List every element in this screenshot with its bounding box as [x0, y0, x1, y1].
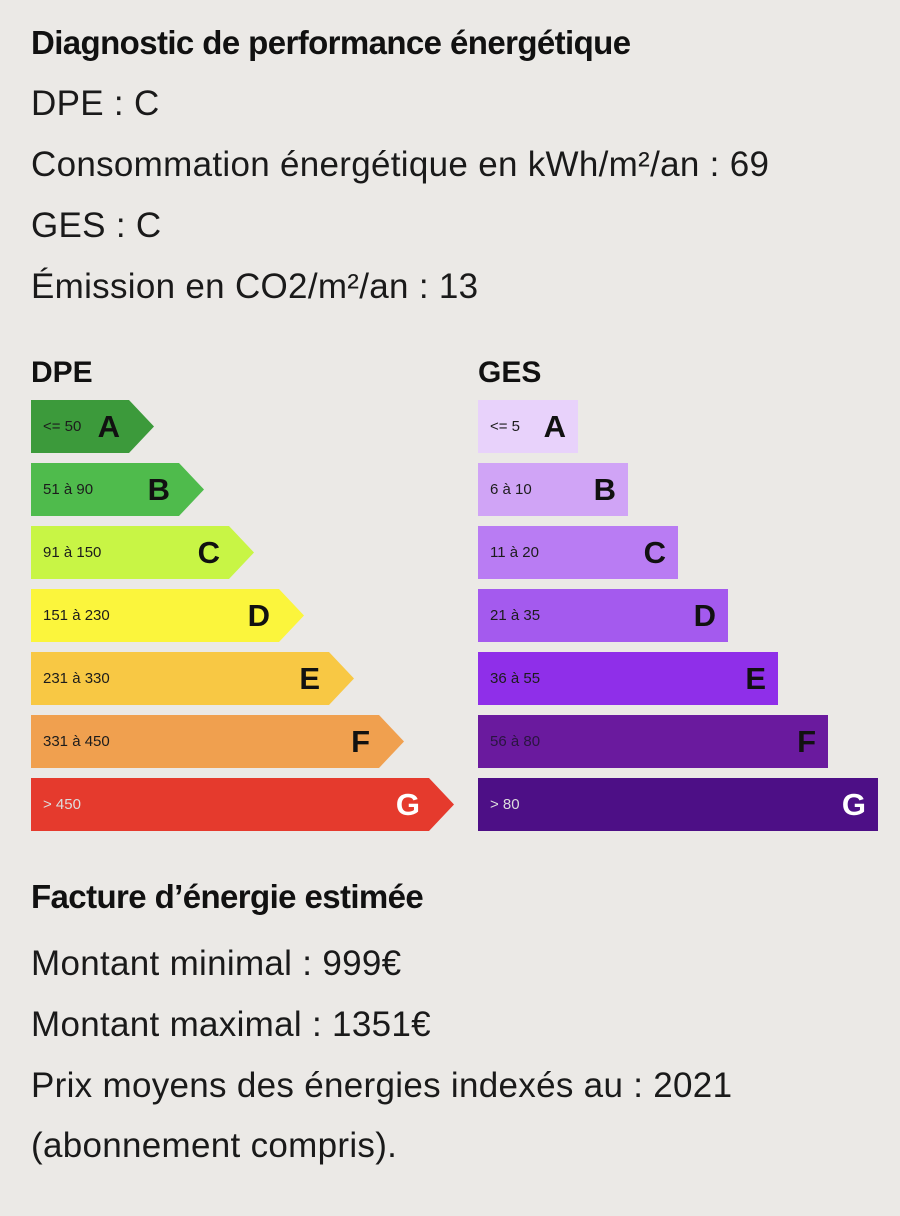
dpe-class-d: 151 à 230 D: [31, 589, 304, 642]
bill-max-line: Montant maximal : 1351€: [31, 1005, 431, 1044]
class-letter: C: [197, 534, 220, 570]
class-range-label: > 80: [490, 796, 520, 813]
class-range-label: 36 à 55: [490, 670, 541, 687]
ges-class-a: <= 5 A: [478, 400, 578, 453]
ges-class-c: 11 à 20 C: [478, 526, 678, 579]
class-letter: D: [247, 597, 270, 633]
dpe-class-a: <= 50 A: [31, 400, 154, 453]
ges-class-f: 56 à 80 F: [478, 715, 828, 768]
class-letter: E: [745, 660, 766, 696]
class-letter: G: [841, 786, 866, 822]
class-letter: F: [351, 723, 370, 759]
class-letter: A: [97, 408, 120, 444]
class-range-label: 231 à 330: [43, 670, 110, 687]
ges-class-e: 36 à 55 E: [478, 652, 778, 705]
dpe-class-b: 51 à 90 B: [31, 463, 204, 516]
dpe-class-g: > 450 G: [31, 778, 454, 831]
class-range-label: 151 à 230: [43, 607, 110, 624]
ges-line: GES : C: [31, 206, 162, 245]
dpe-class-f: 331 à 450 F: [31, 715, 404, 768]
class-range-label: 6 à 10: [490, 481, 532, 498]
emission-line: Émission en CO2/m²/an : 13: [31, 267, 479, 306]
class-range-label: 11 à 20: [490, 544, 539, 561]
class-letter: C: [643, 534, 666, 570]
bill-subscription-line: (abonnement compris).: [31, 1126, 398, 1165]
bill-prices-line: Prix moyens des énergies indexés au : 20…: [31, 1066, 733, 1105]
class-letter: D: [693, 597, 716, 633]
class-range-label: > 450: [43, 796, 81, 813]
class-range-label: 21 à 35: [490, 607, 541, 624]
dpe-line: DPE : C: [31, 84, 160, 123]
class-range-label: 56 à 80: [490, 733, 541, 750]
diagnostic-title: Diagnostic de performance énergétique: [31, 24, 631, 61]
class-range-label: 331 à 450: [43, 733, 110, 750]
class-letter: G: [395, 786, 420, 822]
ges-scale-title: GES: [478, 356, 542, 389]
class-range-label: 91 à 150: [43, 544, 102, 561]
class-letter: E: [299, 660, 320, 696]
class-letter: F: [797, 723, 816, 759]
class-range-label: 51 à 90: [43, 481, 94, 498]
bill-title: Facture d’énergie estimée: [31, 878, 424, 915]
consumption-line: Consommation énergétique en kWh/m²/an : …: [31, 145, 770, 184]
dpe-class-e: 231 à 330 E: [31, 652, 354, 705]
dpe-class-c: 91 à 150 C: [31, 526, 254, 579]
class-letter: B: [593, 471, 616, 507]
class-range-label: <= 50: [43, 418, 82, 435]
ges-class-g: > 80 G: [478, 778, 878, 831]
class-letter: B: [147, 471, 170, 507]
class-letter: A: [543, 408, 566, 444]
ges-class-d: 21 à 35 D: [478, 589, 728, 642]
dpe-scale-title: DPE: [31, 356, 93, 389]
ges-class-b: 6 à 10 B: [478, 463, 628, 516]
class-range-label: <= 5: [490, 418, 521, 435]
bill-min-line: Montant minimal : 999€: [31, 944, 402, 983]
